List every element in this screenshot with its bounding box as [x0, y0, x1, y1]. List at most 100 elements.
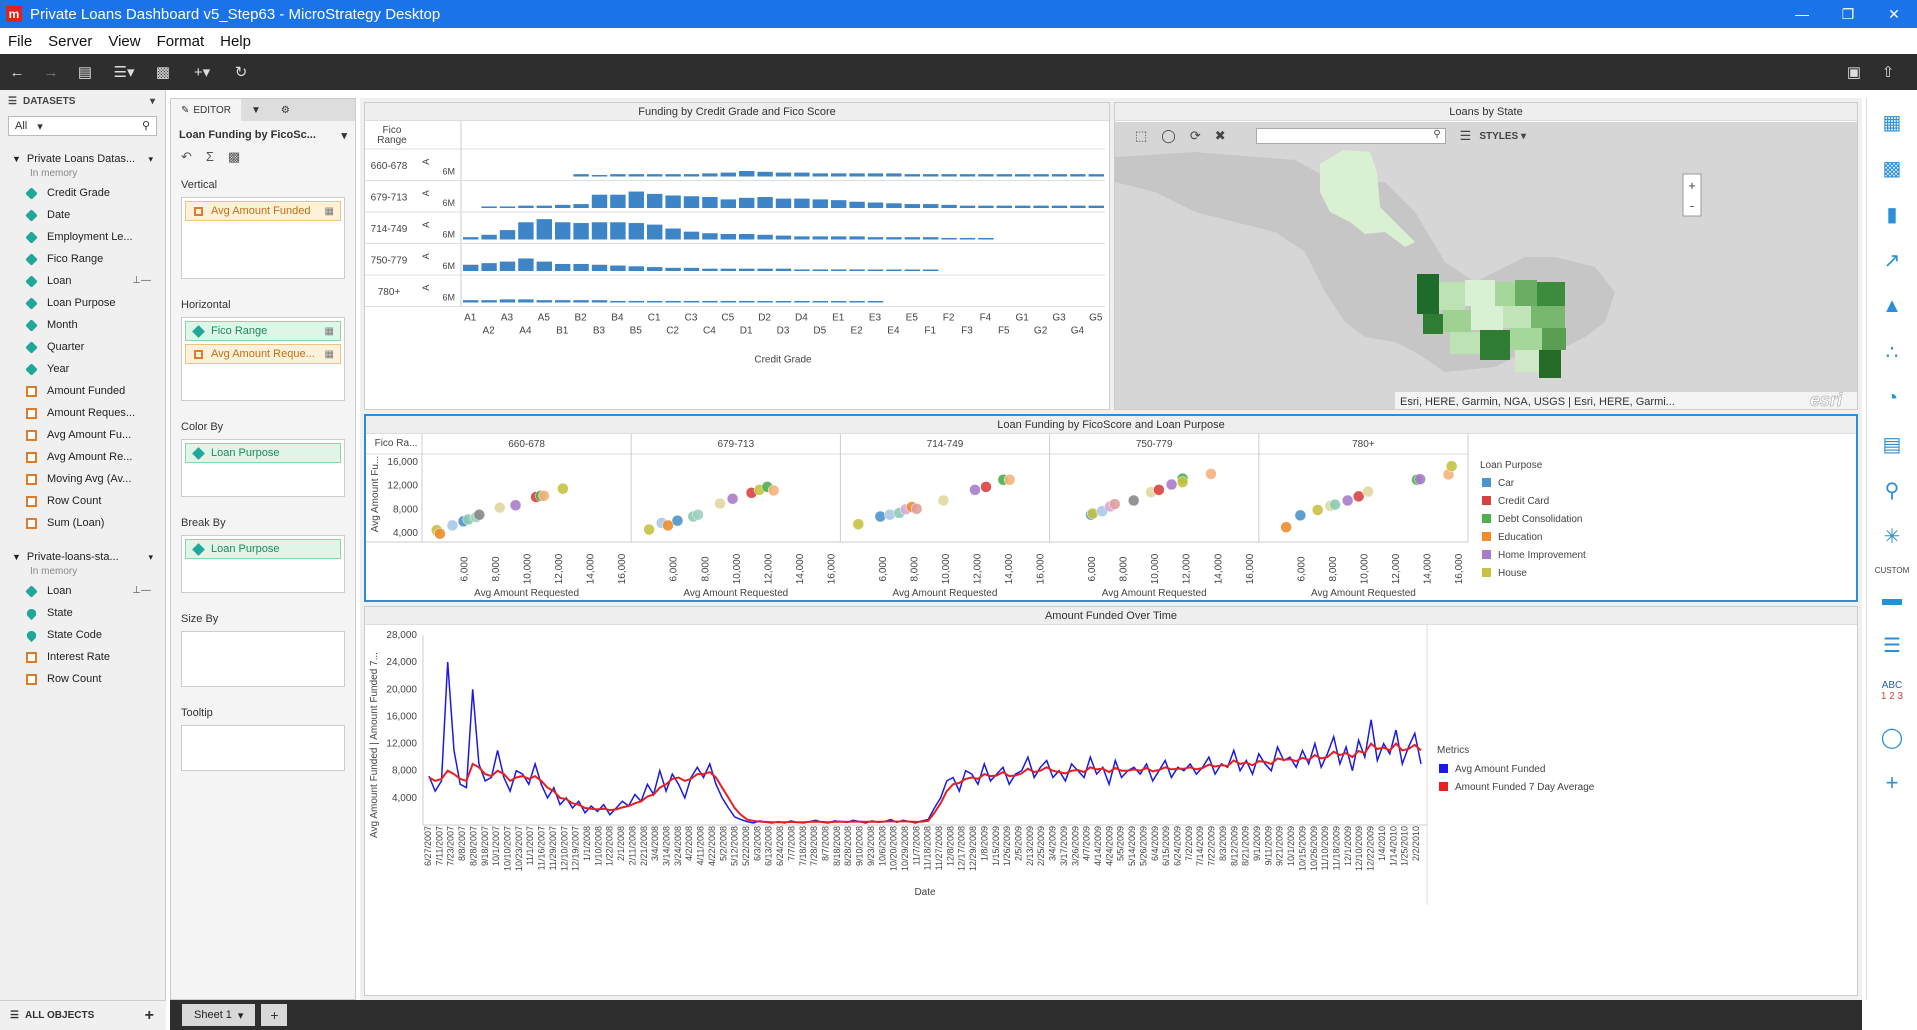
- dataset-object[interactable]: State: [0, 602, 165, 624]
- bar[interactable]: [591, 300, 608, 303]
- bar[interactable]: [499, 299, 516, 303]
- area-chart-viz-icon[interactable]: ▲: [1882, 294, 1902, 317]
- donut-viz-icon[interactable]: ◯: [1880, 726, 1904, 749]
- object-pill[interactable]: Loan Purpose: [185, 443, 341, 463]
- bar[interactable]: [849, 173, 865, 177]
- dataset-object[interactable]: Quarter: [0, 336, 165, 358]
- scatter-point[interactable]: [1294, 509, 1307, 522]
- bar[interactable]: [536, 261, 552, 271]
- bar[interactable]: [573, 223, 589, 240]
- pill-options-icon[interactable]: ▦: [324, 325, 334, 337]
- bar[interactable]: [757, 197, 773, 208]
- bar[interactable]: [463, 264, 479, 271]
- map-area[interactable]: ⬚ ◯ ⟳ ✖ ⚲ ☰ STYLES ▾: [1115, 122, 1857, 409]
- scatter-point[interactable]: [1414, 473, 1426, 485]
- bar[interactable]: [794, 269, 810, 271]
- bar[interactable]: [555, 263, 571, 271]
- dataset-object[interactable]: Amount Reques...: [0, 402, 165, 424]
- minimize-icon[interactable]: —: [1795, 6, 1809, 22]
- dataset-menu-icon[interactable]: ▾: [148, 551, 153, 562]
- bar[interactable]: [555, 222, 571, 240]
- bar[interactable]: [1088, 174, 1104, 177]
- bar[interactable]: [886, 269, 902, 272]
- scatter-point[interactable]: [1352, 490, 1365, 503]
- bar[interactable]: [702, 268, 718, 271]
- scatter-point[interactable]: [767, 484, 780, 497]
- bar[interactable]: [481, 234, 497, 240]
- dataset-object[interactable]: Year: [0, 358, 165, 380]
- bar[interactable]: [849, 236, 865, 240]
- add-sheet-button[interactable]: +: [261, 1004, 288, 1026]
- bar[interactable]: [720, 199, 736, 208]
- swap-axes-icon[interactable]: ↶: [181, 149, 192, 164]
- bar[interactable]: [794, 172, 810, 177]
- bar[interactable]: [518, 299, 534, 303]
- bar[interactable]: [665, 300, 681, 303]
- bar[interactable]: [499, 230, 516, 240]
- drop-zone-box[interactable]: Loan Purpose: [181, 535, 345, 593]
- scatter-point[interactable]: [937, 494, 950, 507]
- bar[interactable]: [1088, 205, 1104, 208]
- bar[interactable]: [1015, 174, 1031, 177]
- refresh-icon[interactable]: ↻: [234, 64, 248, 81]
- bar-chart-viz-icon[interactable]: ▮: [1886, 203, 1898, 226]
- bar[interactable]: [757, 268, 773, 271]
- bar[interactable]: [923, 269, 939, 272]
- dataset-object[interactable]: Row Count: [0, 490, 165, 512]
- map-search-input[interactable]: ⚲: [1255, 128, 1446, 144]
- bar[interactable]: [812, 173, 828, 177]
- chart-type-icon[interactable]: ▩: [227, 149, 241, 164]
- presentation-mode-icon[interactable]: ▣: [1846, 64, 1862, 81]
- add-data-icon[interactable]: ☰▾: [113, 64, 135, 81]
- bar[interactable]: [536, 300, 552, 303]
- tab-editor[interactable]: ✎ EDITOR: [171, 99, 241, 121]
- network-viz-icon[interactable]: ✳: [1883, 525, 1901, 548]
- bar[interactable]: [518, 222, 534, 240]
- bar[interactable]: [904, 269, 920, 272]
- scatter-point[interactable]: [1109, 498, 1121, 510]
- bar[interactable]: [720, 268, 736, 271]
- bar[interactable]: [591, 264, 608, 271]
- bar[interactable]: [996, 205, 1012, 208]
- scatter-point[interactable]: [538, 490, 550, 502]
- dataset-object[interactable]: Loan ⊥—: [0, 580, 165, 602]
- bar[interactable]: [849, 269, 865, 271]
- bar[interactable]: [739, 234, 755, 240]
- maximize-icon[interactable]: ❐: [1841, 5, 1855, 22]
- bar[interactable]: [481, 206, 497, 208]
- scatter-point[interactable]: [662, 519, 674, 532]
- bar[interactable]: [665, 267, 681, 271]
- bar[interactable]: [739, 268, 755, 271]
- custom-viz-icon[interactable]: ▬: [1882, 587, 1902, 610]
- bar[interactable]: [1051, 205, 1068, 208]
- heatmap-viz-icon[interactable]: ▩: [1882, 157, 1902, 180]
- pill-options-icon[interactable]: ▦: [324, 348, 334, 360]
- bar[interactable]: [886, 203, 902, 208]
- bar[interactable]: [665, 174, 681, 177]
- dataset-object[interactable]: Row Count: [0, 668, 165, 690]
- dataset-object[interactable]: Loan ⊥—: [0, 270, 165, 292]
- bar[interactable]: [959, 237, 976, 240]
- menu-server[interactable]: Server: [48, 32, 93, 50]
- bar[interactable]: [794, 301, 810, 303]
- bar[interactable]: [665, 195, 681, 208]
- scatter-point[interactable]: [852, 518, 865, 530]
- dataset-object[interactable]: Credit Grade: [0, 182, 165, 204]
- bar[interactable]: [867, 202, 884, 208]
- scatter-point[interactable]: [692, 508, 704, 521]
- map-viz-icon[interactable]: ⚲: [1884, 479, 1900, 502]
- bar[interactable]: [904, 237, 920, 240]
- dataset-object[interactable]: Moving Avg (Av...: [0, 468, 165, 490]
- redo-icon[interactable]: →: [43, 63, 59, 81]
- viz-loans-by-state[interactable]: Loans by State ⬚ ◯ ⟳ ✖ ⚲ ☰ STYLES ▾: [1114, 102, 1858, 410]
- scatter-point[interactable]: [434, 527, 446, 540]
- bar[interactable]: [647, 193, 663, 208]
- add-dataset-icon[interactable]: +: [144, 1006, 154, 1024]
- drop-zone-box[interactable]: Avg Amount Funded ▦: [181, 197, 345, 279]
- scatter-point[interactable]: [1003, 474, 1016, 486]
- drop-zone-box[interactable]: Loan Purpose: [181, 439, 345, 497]
- bar[interactable]: [591, 222, 608, 240]
- scatter-point[interactable]: [643, 523, 655, 536]
- bar[interactable]: [978, 237, 994, 240]
- viz-funding-by-credit-grade[interactable]: Funding by Credit Grade and Fico Score F…: [364, 102, 1110, 410]
